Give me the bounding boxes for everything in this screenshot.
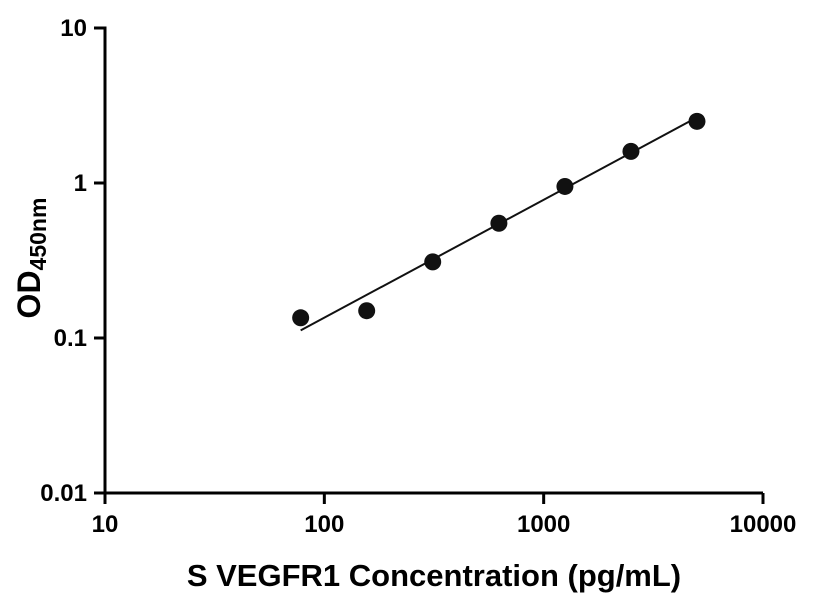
y-tick-label: 1 [74,170,87,197]
x-tick-label: 10 [92,511,119,538]
data-point [556,177,574,195]
y-tick-label: 0.1 [54,325,87,352]
data-point [490,214,508,232]
x-axis-title: S VEGFR1 Concentration (pg/mL) [187,558,681,593]
y-axis-title: OD450nm [11,198,51,319]
data-point [358,302,376,320]
x-tick-label: 10000 [730,511,797,538]
x-tick-label: 1000 [517,511,570,538]
x-tick-label: 100 [304,511,344,538]
y-tick-label: 10 [60,15,87,42]
data-point [688,112,706,130]
data-point [292,309,310,327]
data-point [424,253,442,271]
plot-area: 10 100 1000 10000 0.01 0.1 1 10 [40,15,796,538]
y-axis-title-subscript: 450nm [25,198,51,271]
y-tick-label: 0.01 [40,480,87,507]
y-axis-title-main: OD [11,270,47,318]
data-point [622,142,640,160]
